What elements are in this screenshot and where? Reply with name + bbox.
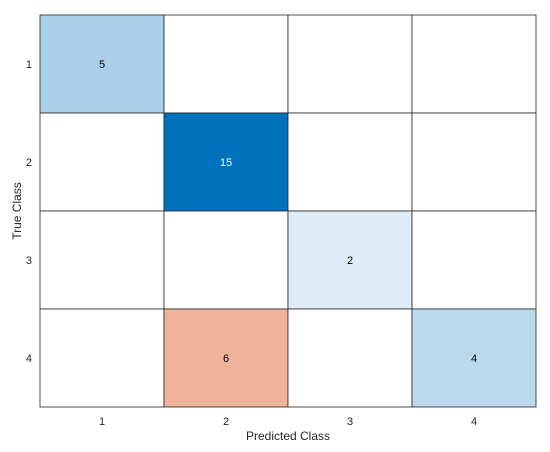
y-tick-labels: 1 2 3 4 xyxy=(26,59,32,365)
cell-1-3 xyxy=(287,14,413,114)
y-tick-4: 4 xyxy=(26,353,32,365)
confusion-cells: 5 15 2 6 4 xyxy=(39,14,537,408)
x-tick-2: 2 xyxy=(223,416,229,428)
cell-3-2 xyxy=(163,210,289,310)
cell-3-1 xyxy=(39,210,165,310)
cell-1-4 xyxy=(411,14,537,114)
x-tick-3: 3 xyxy=(347,416,353,428)
cell-4-2 xyxy=(163,308,289,408)
cell-value-4-2: 6 xyxy=(223,353,229,365)
cell-1-2 xyxy=(163,14,289,114)
y-tick-1: 1 xyxy=(26,59,32,71)
x-tick-4: 4 xyxy=(471,416,477,428)
y-tick-2: 2 xyxy=(26,157,32,169)
cell-value-3-3: 2 xyxy=(347,255,353,267)
cell-2-4 xyxy=(411,112,537,212)
y-tick-3: 3 xyxy=(26,255,32,267)
cell-value-1-1: 5 xyxy=(99,59,105,71)
y-axis-label: True Class xyxy=(10,182,24,240)
x-axis-label: Predicted Class xyxy=(246,429,330,443)
cell-2-1 xyxy=(39,112,165,212)
x-tick-labels: 1 2 3 4 xyxy=(99,416,477,428)
cell-2-2 xyxy=(163,112,289,212)
cell-2-3 xyxy=(287,112,413,212)
cell-value-4-4: 4 xyxy=(471,353,477,365)
cell-4-4 xyxy=(411,308,537,408)
cell-4-1 xyxy=(39,308,165,408)
cell-3-3 xyxy=(287,210,413,310)
cell-4-3 xyxy=(287,308,413,408)
cell-value-2-2: 15 xyxy=(220,157,232,169)
cell-3-4 xyxy=(411,210,537,310)
cell-1-1 xyxy=(39,14,165,114)
x-tick-1: 1 xyxy=(99,416,105,428)
